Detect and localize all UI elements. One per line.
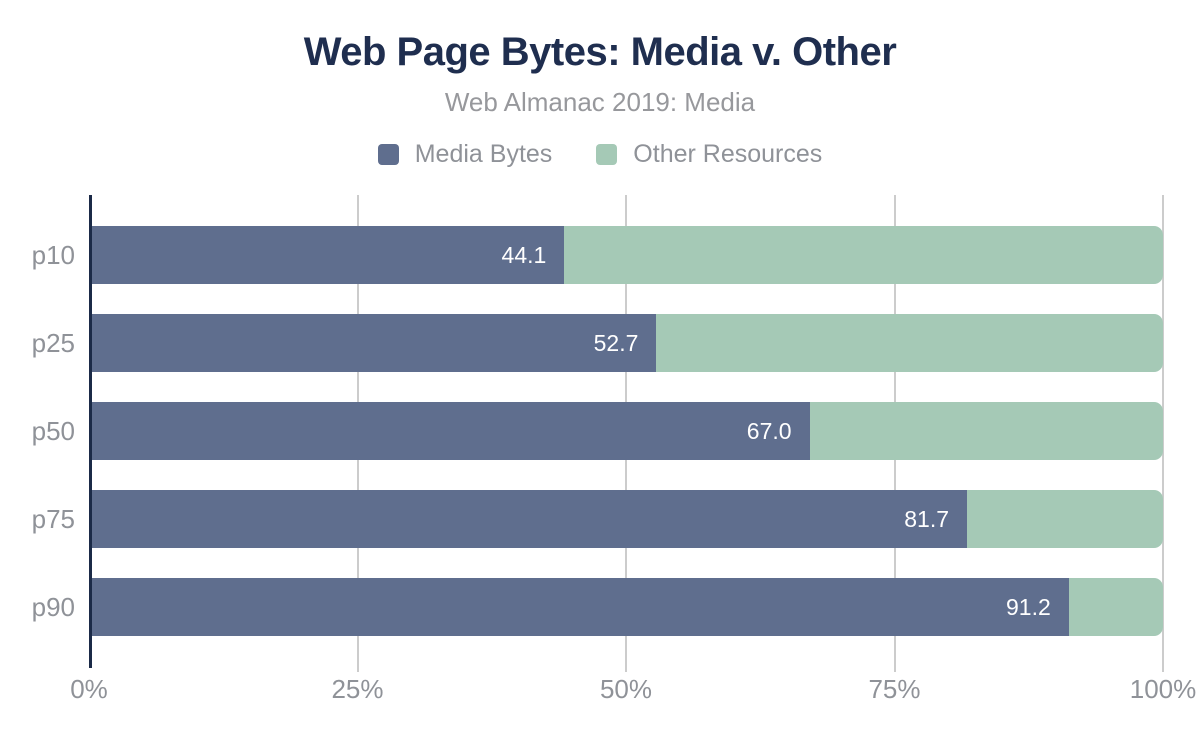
bar-row-p25: 52.7 — [92, 314, 1163, 372]
value-label-p90: 91.2 — [1005, 593, 1051, 620]
value-label-p25: 52.7 — [593, 329, 639, 356]
plot-area: 44.1 52.7 67.0 81.7 91.2 — [89, 195, 1164, 672]
y-axis-line — [89, 195, 92, 668]
value-label-p75: 81.7 — [904, 505, 949, 532]
bar-row-p75: 81.7 — [92, 490, 1163, 548]
value-label-p10: 44.1 — [501, 241, 547, 268]
media-bytes-bar-p75: 81.7 — [92, 490, 967, 548]
x-axis-labels: 0% 25% 50% 75% 100% — [70, 674, 1196, 704]
bar-row-p50: 67.0 — [92, 402, 1163, 460]
y-label-p50: p50 — [31, 416, 75, 446]
x-label-75%: 75% — [868, 674, 921, 704]
legend-label-media-bytes: Media Bytes — [414, 140, 553, 168]
y-label-p75: p75 — [31, 504, 75, 534]
y-label-p10: p10 — [31, 240, 75, 270]
other-resources-swatch-icon — [596, 144, 618, 165]
y-label-p25: p25 — [31, 328, 75, 358]
x-label-0%: 0% — [70, 674, 108, 704]
media-bytes-bar-p90: 91.2 — [92, 578, 1069, 636]
legend-item-media-bytes: Media Bytes — [377, 140, 553, 169]
chart-title: Web Page Bytes: Media v. Other — [303, 30, 897, 74]
media-bytes-swatch-icon — [377, 144, 399, 165]
x-label-100%: 100% — [1129, 674, 1197, 704]
x-label-25%: 25% — [331, 674, 384, 704]
legend-label-other-resources: Other Resources — [633, 140, 823, 168]
value-label-p50: 67.0 — [746, 417, 792, 444]
media-bytes-bar-p10: 44.1 — [92, 226, 565, 284]
legend-item-other-resources: Other Resources — [596, 140, 822, 169]
legend: Media Bytes Other Resources — [0, 140, 1200, 169]
other-resources-bar-p90 — [1068, 578, 1163, 636]
bar-row-p10: 44.1 — [92, 226, 1163, 284]
chart-subtitle: Web Almanac 2019: Media — [444, 87, 756, 117]
gridline-100% — [1162, 195, 1164, 672]
other-resources-bar-p75 — [967, 490, 1163, 548]
y-label-p90: p90 — [31, 592, 75, 622]
media-bytes-bar-p25: 52.7 — [92, 314, 657, 372]
other-resources-bar-p10 — [564, 226, 1163, 284]
other-resources-bar-p50 — [809, 402, 1163, 460]
y-axis-labels: p10 p25 p50 p75 p90 — [0, 195, 75, 668]
bar-row-p90: 91.2 — [92, 578, 1163, 636]
other-resources-bar-p25 — [656, 314, 1163, 372]
x-label-50%: 50% — [599, 674, 653, 704]
media-bytes-bar-p50: 67.0 — [92, 402, 810, 460]
